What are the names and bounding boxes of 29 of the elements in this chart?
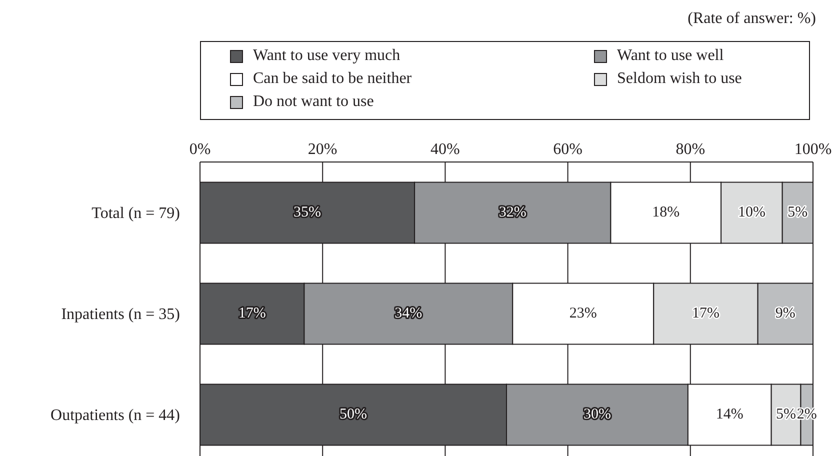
data-label: 32% — [498, 204, 526, 221]
y-tick-label: Inpatients (n = 35) — [61, 306, 180, 324]
data-label: 50% — [340, 406, 367, 423]
data-label: 30% — [583, 406, 611, 423]
data-label: 17% — [692, 306, 720, 322]
data-label: 10% — [738, 204, 766, 221]
data-label: 9% — [775, 306, 796, 322]
legend-label: Want to use well — [617, 47, 724, 65]
x-tick-label: 100% — [794, 141, 832, 158]
x-tick-label: 20% — [308, 141, 338, 158]
legend-label: Want to use very much — [253, 47, 400, 65]
y-tick-label: Total (n = 79) — [92, 205, 180, 222]
data-label: 14% — [716, 406, 744, 423]
data-label: 5% — [788, 204, 808, 221]
x-tick-label: 80% — [676, 141, 706, 158]
data-label: 18% — [652, 204, 680, 221]
text: (Rate of answer: %) — [688, 10, 816, 28]
legend-label: Can be said to be neither — [253, 70, 412, 88]
data-label: 17% — [238, 306, 266, 322]
data-label: 5% — [776, 406, 796, 423]
data-label: 23% — [569, 306, 597, 322]
x-tick-label: 60% — [553, 141, 582, 158]
y-tick-label: Outpatients (n = 44) — [50, 407, 180, 424]
legend-label: Seldom wish to use — [617, 70, 742, 88]
data-label: 35% — [294, 204, 322, 221]
x-tick-label: 40% — [430, 141, 460, 158]
x-tick-label: 0% — [189, 141, 211, 158]
data-label: 34% — [394, 306, 422, 322]
legend-label: Do not want to use — [253, 93, 374, 111]
